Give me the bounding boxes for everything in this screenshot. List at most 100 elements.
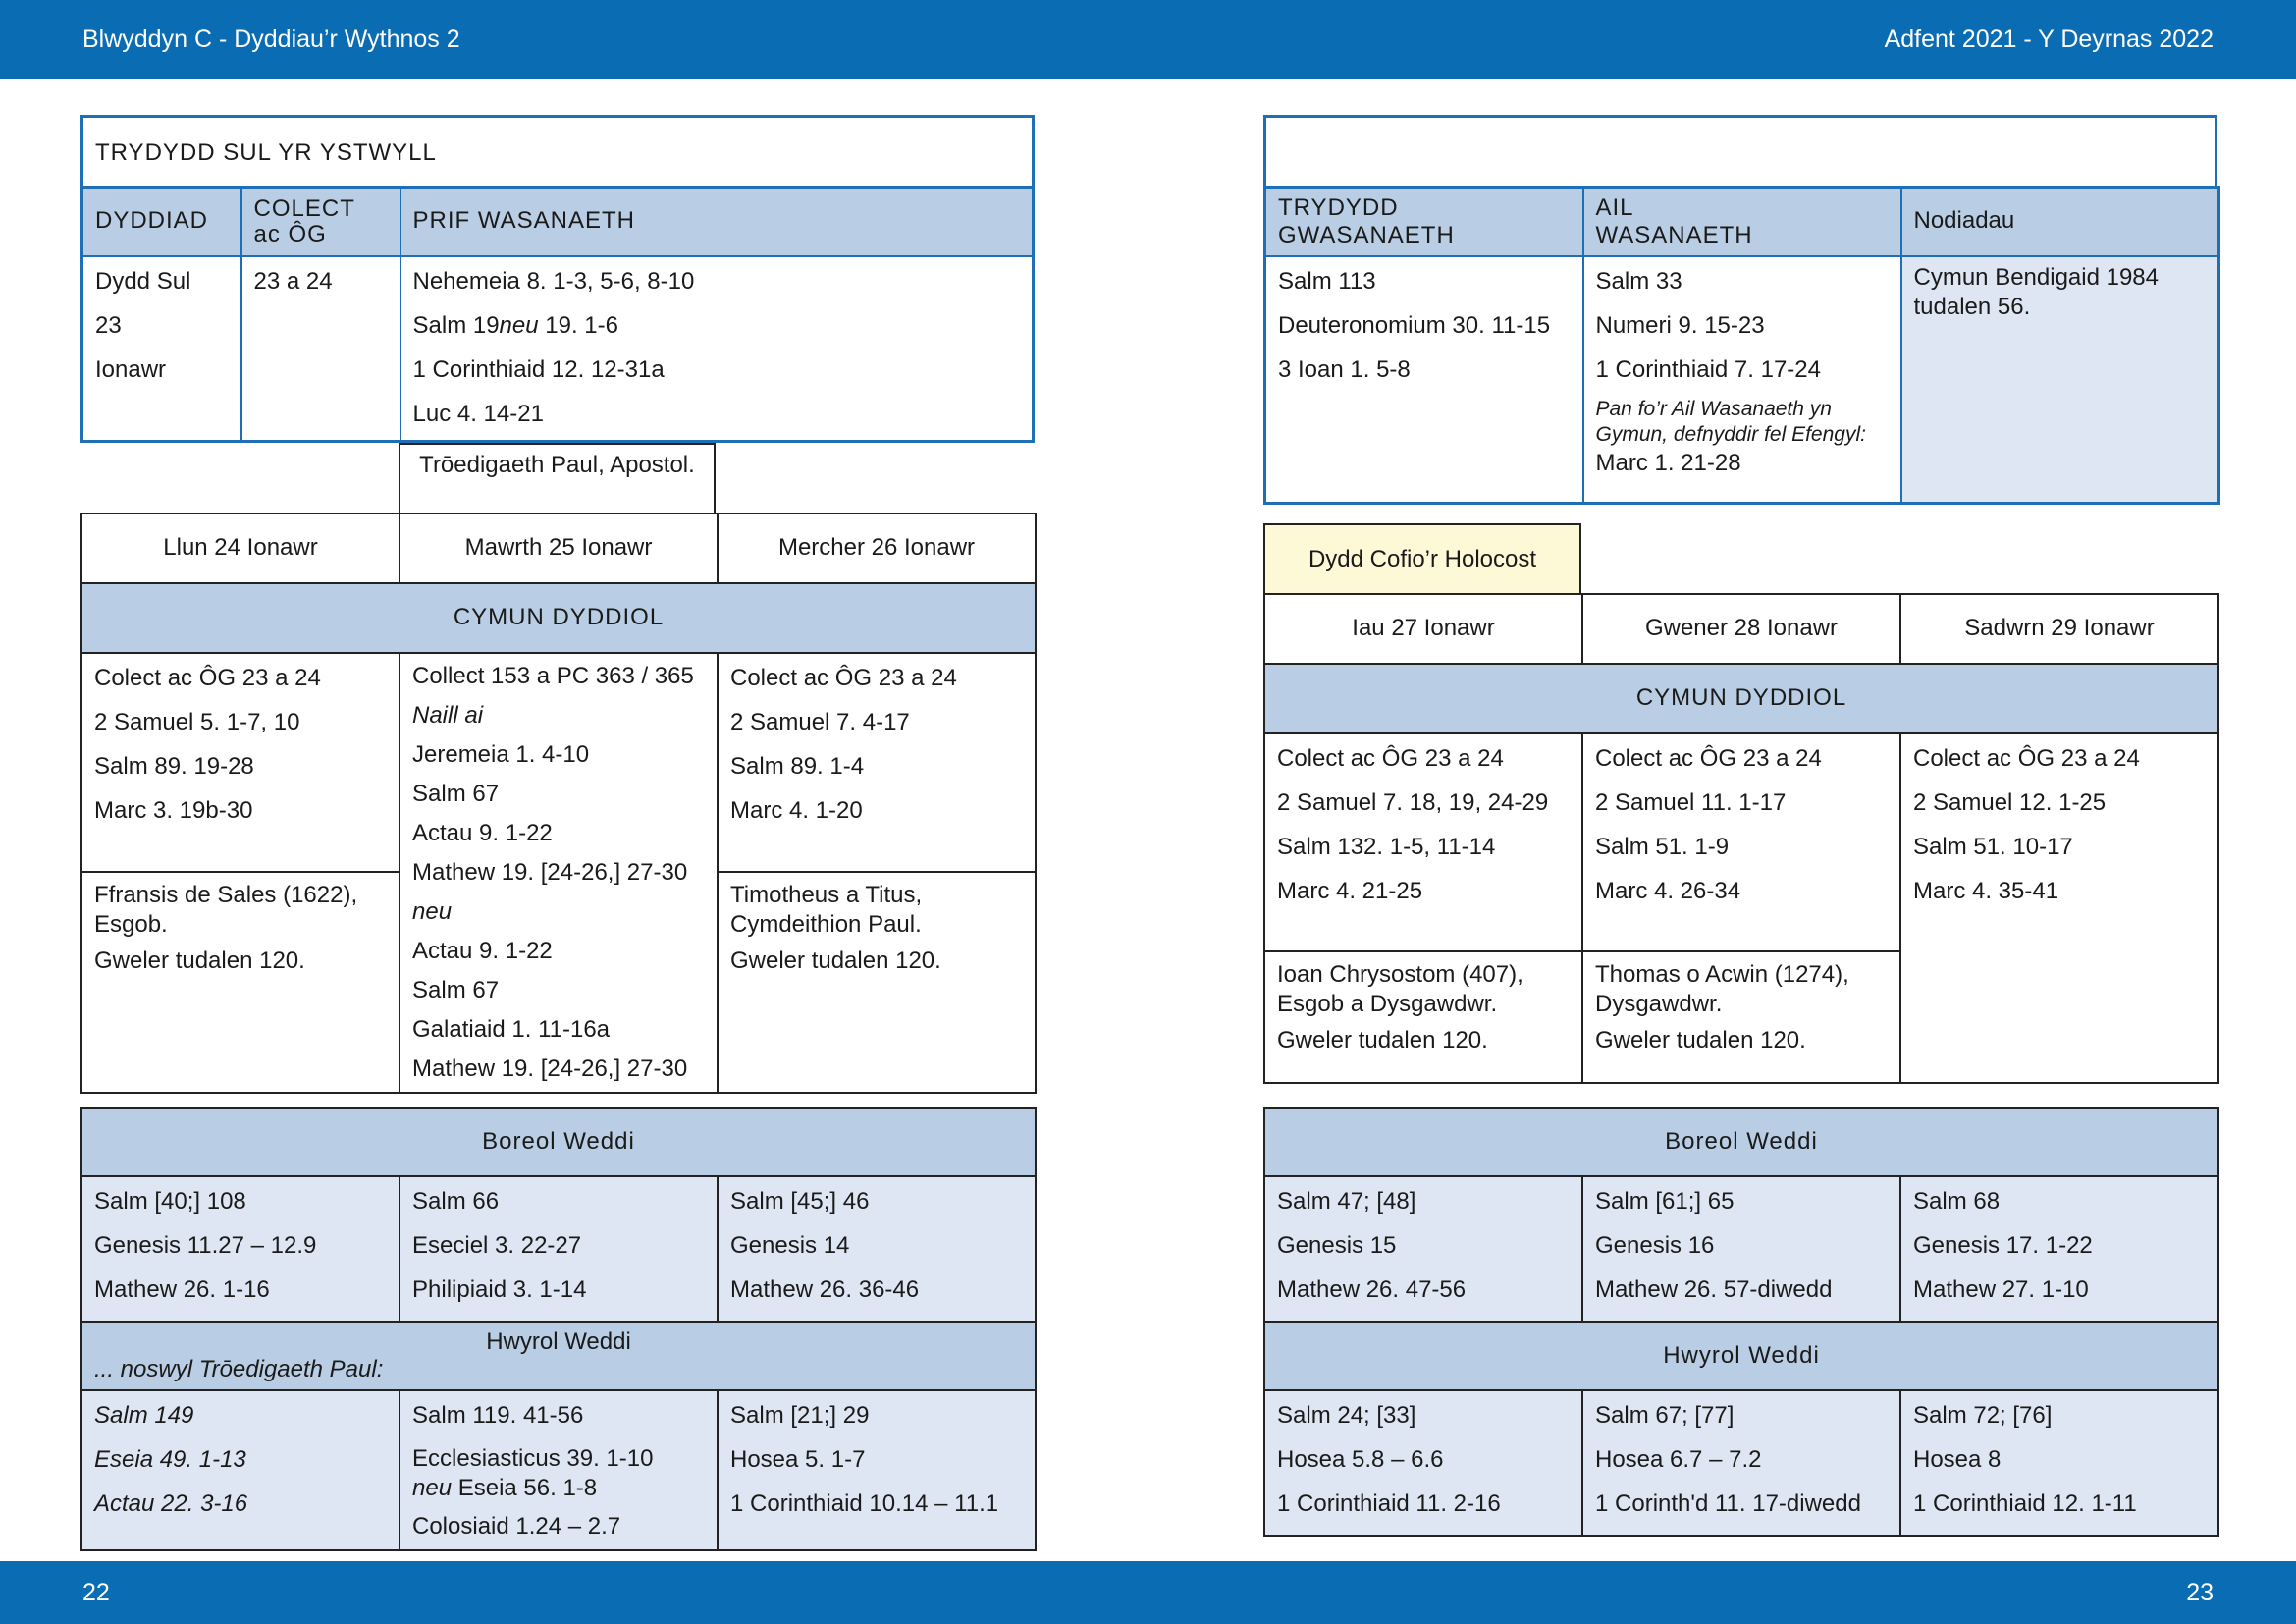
- sunday-collect-cell: 23 a 24: [240, 254, 401, 442]
- reading: Marc 4. 21-25: [1277, 878, 1423, 905]
- hwyrol-mon: Salm 149 Eseia 49. 1-13 Actau 22. 3-16: [80, 1389, 400, 1551]
- reading-neu: neu: [499, 311, 539, 339]
- reading-neu: neu: [412, 1475, 453, 1501]
- reading: 1 Corinthiaid 10.14 – 11.1: [730, 1490, 999, 1518]
- reading: Mathew 26. 57-diwedd: [1595, 1276, 1833, 1304]
- reading: Genesis 15: [1277, 1232, 1397, 1260]
- reading: Mathew 26. 1-16: [94, 1276, 270, 1304]
- reading: Salm 67; [77]: [1595, 1402, 1735, 1430]
- hwyrol-sat: Salm 72; [76] Hosea 8 1 Corinthiaid 12. …: [1899, 1389, 2219, 1537]
- reading: Collect 153 a PC 363 / 365: [412, 662, 694, 689]
- reading: 1 Corinthiaid 12. 1-11: [1913, 1490, 2137, 1518]
- col-third-l1: TRYDYDD: [1278, 193, 1399, 221]
- saint-ref: Gweler tudalen 120.: [94, 947, 305, 975]
- prayer-table-left: Boreol Weddi Salm [40;] 108 Genesis 11.2…: [80, 1107, 1037, 1551]
- reading: Salm 67: [412, 780, 500, 807]
- saint-ref: Gweler tudalen 120.: [1595, 1027, 1806, 1055]
- weekday-table-right: Iau 27 Ionawr Gwener 28 Ionawr Sadwrn 29…: [1263, 593, 2219, 1084]
- reading: Mathew 26. 36-46: [730, 1276, 920, 1304]
- prayer-table-right: Boreol Weddi Salm 47; [48] Genesis 15 Ma…: [1263, 1107, 2219, 1537]
- hwyrol-band: Hwyrol Weddi ... noswyl Trōedigaeth Paul…: [80, 1321, 1037, 1391]
- col-date-header: DYDDIAD: [80, 186, 242, 257]
- tue-readings: Collect 153 a PC 363 / 365 Naill ai Jere…: [399, 652, 719, 1094]
- reading: Eseciel 3. 22-27: [412, 1232, 582, 1260]
- fri-saint: Thomas o Acwin (1274), Dysgawdwr. Gweler…: [1581, 950, 1901, 1084]
- reading: Salm 51. 10-17: [1913, 834, 2073, 861]
- reading: 3 Ioan 1. 5-8: [1278, 355, 1411, 383]
- reading: Marc 3. 19b-30: [94, 797, 253, 825]
- hwyrol-fri: Salm 67; [77] Hosea 6.7 – 7.2 1 Corinth'…: [1581, 1389, 1901, 1537]
- reading: Marc 4. 1-20: [730, 797, 863, 825]
- reading: Salm 149: [94, 1402, 194, 1430]
- reading: Salm 47; [48]: [1277, 1188, 1416, 1216]
- thu-readings: Colect ac ÔG 23 a 24 2 Samuel 7. 18, 19,…: [1263, 732, 1583, 952]
- reading: Nehemeia 8. 1-3, 5-6, 8-10: [412, 267, 695, 295]
- reading: 2 Samuel 11. 1-17: [1595, 789, 1787, 817]
- reading: Actau 9. 1-22: [412, 819, 553, 846]
- col-second-header: AIL WASANAETH: [1581, 186, 1902, 257]
- reading: Colect ac ÔG 23 a 24: [94, 665, 321, 692]
- saint-name: Ioan Chrysostom (407), Esgob a Dysgawdwr…: [1277, 961, 1523, 1017]
- reading: Hosea 5.8 – 6.6: [1277, 1446, 1444, 1474]
- day-header: Sadwrn 29 Ionawr: [1899, 593, 2219, 665]
- feast-label: Trōedigaeth Paul, Apostol.: [399, 443, 716, 514]
- notes-cell: Cymun Bendigaid 1984 tudalen 56.: [1899, 254, 2220, 505]
- reading: Mathew 26. 47-56: [1277, 1276, 1467, 1304]
- thu-saint: Ioan Chrysostom (407), Esgob a Dysgawdwr…: [1263, 950, 1583, 1084]
- reading: Salm 72; [76]: [1913, 1402, 2053, 1430]
- saint-name: Timotheus a Titus, Cymdeithion Paul.: [730, 881, 923, 938]
- sunday-table: DYDDIAD COLECT ac ÔG PRIF WASANAETH Dydd…: [80, 186, 1035, 443]
- holocost-label-text: Dydd Cofio’r Holocost: [1308, 546, 1537, 572]
- day-header: Llun 24 Ionawr: [80, 513, 400, 584]
- day-header: Iau 27 Ionawr: [1263, 593, 1583, 665]
- col-third-header: TRYDYDD GWASANAETH: [1263, 186, 1584, 257]
- hwyrol-title: Hwyrol Weddi: [486, 1328, 631, 1355]
- saint-ref: Gweler tudalen 120.: [1277, 1027, 1488, 1055]
- col-collect-l1: COLECT: [253, 194, 355, 222]
- reading: 1 Corinth'd 11. 17-diwedd: [1595, 1490, 1861, 1518]
- reading: Marc 4. 26-34: [1595, 878, 1741, 905]
- reading: Salm 132. 1-5, 11-14: [1277, 834, 1496, 861]
- reading-neu: neu: [412, 897, 453, 925]
- cymun-band: CYMUN DYDDIOL: [80, 582, 1037, 654]
- reading: Actau 9. 1-22: [412, 937, 553, 964]
- mon-saint: Ffransis de Sales (1622), Esgob. Gweler …: [80, 870, 400, 1095]
- boreol-thu: Salm 47; [48] Genesis 15 Mathew 26. 47-5…: [1263, 1175, 1583, 1323]
- reading: Colect ac ÔG 23 a 24: [1595, 745, 1822, 773]
- sat-readings: Colect ac ÔG 23 a 24 2 Samuel 12. 1-25 S…: [1899, 732, 2219, 1084]
- boreol-band: Boreol Weddi: [1263, 1107, 2219, 1177]
- reading: Colosiaid 1.24 – 2.7: [412, 1512, 621, 1540]
- reading: Salm 67: [412, 976, 500, 1003]
- reading: Mathew 19. [24-26,] 27-30: [412, 1055, 688, 1082]
- day-header: Gwener 28 Ionawr: [1581, 593, 1901, 665]
- reading: Genesis 11.27 – 12.9: [94, 1232, 317, 1260]
- mon-readings: Colect ac ÔG 23 a 24 2 Samuel 5. 1-7, 10…: [80, 652, 400, 873]
- reading-part: Eseia 56. 1-8: [452, 1475, 598, 1501]
- date-line: Dydd Sul: [95, 267, 191, 295]
- boreol-wed: Salm [45;] 46 Genesis 14 Mathew 26. 36-4…: [717, 1175, 1037, 1323]
- sunday-date-cell: Dydd Sul 23 Ionawr: [80, 254, 242, 442]
- reading: 2 Samuel 12. 1-25: [1913, 789, 2107, 817]
- reading: Philipiaid 3. 1-14: [412, 1276, 587, 1304]
- reading: Hosea 5. 1-7: [730, 1446, 866, 1474]
- saint-ref: Gweler tudalen 120.: [730, 947, 941, 975]
- col-collect-l2: ac ÔG: [253, 220, 327, 247]
- header-band: Blwyddyn C - Dyddiau’r Wythnos 2 Adfent …: [0, 0, 2296, 79]
- day-header: Mawrth 25 Ionawr: [399, 513, 719, 584]
- hwyrol-band: Hwyrol Weddi: [1263, 1321, 2219, 1391]
- reading: 2 Samuel 5. 1-7, 10: [94, 709, 300, 736]
- reading: Salm 68: [1913, 1188, 2001, 1216]
- reading: Salm 66: [412, 1188, 500, 1216]
- reading: Salm 24; [33]: [1277, 1402, 1416, 1430]
- reading: Genesis 14: [730, 1232, 850, 1260]
- collect-value: 23 a 24: [253, 267, 333, 295]
- col-main-header: PRIF WASANAETH: [399, 186, 1035, 257]
- reading: 2 Samuel 7. 18, 19, 24-29: [1277, 789, 1549, 817]
- sunday-title-text: TRYDYDD SUL YR YSTWYLL: [95, 138, 437, 166]
- reading: Salm [21;] 29: [730, 1402, 870, 1430]
- reading: Salm 119. 41-56: [412, 1402, 584, 1430]
- reading-naill-ai: Naill ai: [412, 701, 484, 729]
- cymun-band: CYMUN DYDDIOL: [1263, 663, 2219, 734]
- hwyrol-note: ... noswyl Trōedigaeth Paul:: [94, 1356, 384, 1382]
- reading: Numeri 9. 15-23: [1595, 311, 1765, 339]
